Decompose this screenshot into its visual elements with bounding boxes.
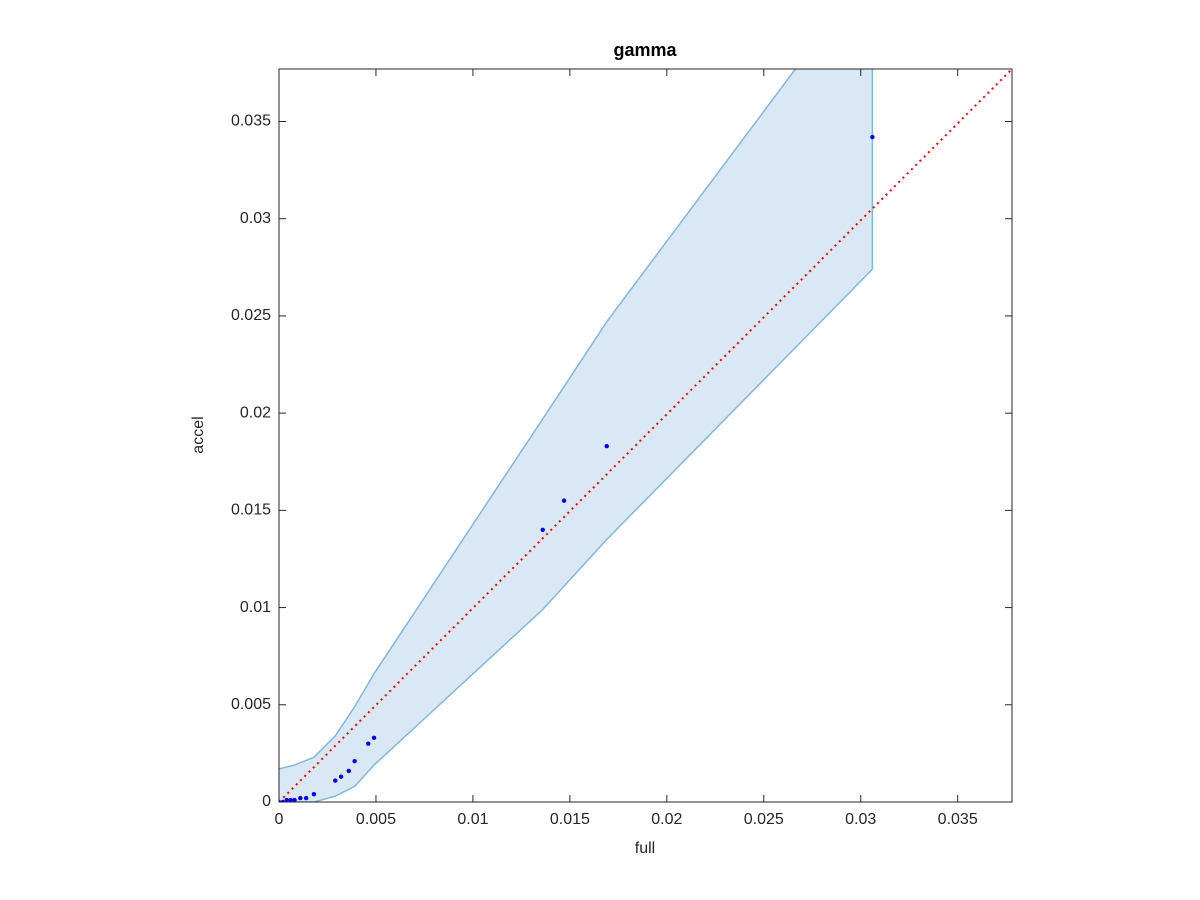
data-point — [870, 134, 875, 140]
data-point — [371, 735, 377, 741]
x-tick-label: 0.015 — [550, 811, 590, 828]
data-point — [292, 797, 297, 802]
band-lower-edge — [279, 268, 873, 802]
data-point — [561, 498, 567, 503]
x-tick-label: 0.035 — [938, 811, 978, 828]
data-point — [288, 797, 293, 802]
data-point — [280, 799, 286, 802]
x-tick-label: 0.01 — [457, 811, 488, 828]
data-point — [352, 758, 357, 764]
x-tick-label: 0.03 — [845, 811, 876, 828]
y-tick-label: 0.01 — [240, 599, 271, 616]
x-axis-label: full — [635, 840, 655, 857]
data-point — [366, 741, 371, 746]
data-point — [338, 774, 344, 779]
data-point — [346, 768, 352, 774]
chart-title: gamma — [613, 40, 677, 60]
x-tick-label: 0 — [275, 811, 284, 828]
x-tick-label: 0.025 — [744, 811, 784, 828]
data-point — [311, 792, 317, 797]
x-tick-label: 0.005 — [356, 811, 396, 828]
y-axis-label: accel — [190, 416, 207, 453]
data-point — [333, 778, 338, 783]
data-point — [303, 795, 309, 801]
band-upper-edge — [279, 69, 797, 770]
data-point — [604, 443, 609, 449]
band-area — [279, 69, 873, 802]
y-tick-label: 0.02 — [240, 404, 271, 421]
data-point — [284, 797, 289, 802]
axes-box — [278, 68, 1013, 803]
data-point — [298, 795, 303, 801]
y-tick-label: 0 — [262, 793, 271, 810]
y-tick-label: 0.015 — [231, 502, 271, 519]
y-tick-label: 0.025 — [231, 307, 271, 324]
y-tick-label: 0.035 — [231, 113, 271, 130]
x-tick-label: 0.02 — [651, 811, 682, 828]
plot-area — [279, 69, 1012, 802]
data-point — [279, 799, 282, 802]
data-point — [540, 527, 545, 532]
y-tick-label: 0.005 — [231, 696, 271, 713]
y-tick-label: 0.03 — [240, 210, 271, 227]
